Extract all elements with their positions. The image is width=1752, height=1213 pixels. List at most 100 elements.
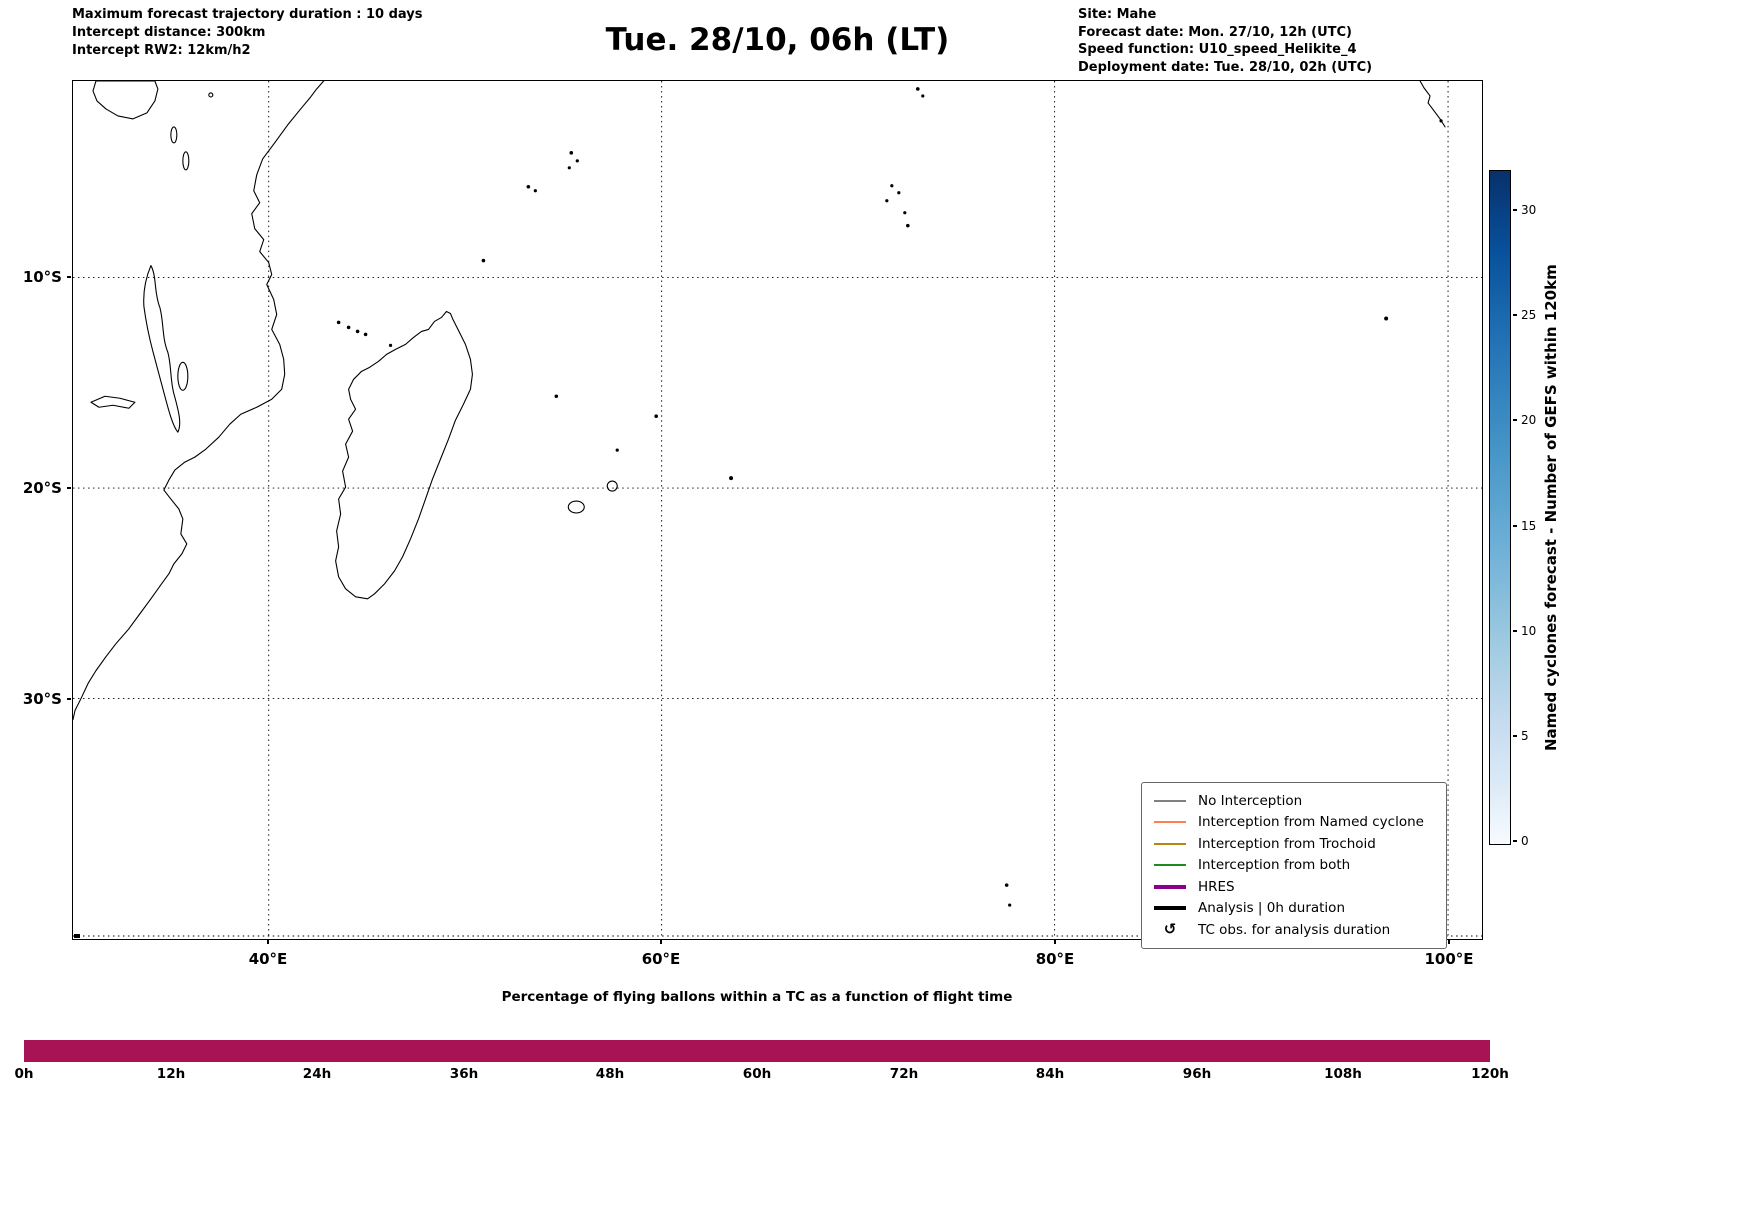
tc-percentage-bar bbox=[24, 1040, 1490, 1062]
tc-obs-rotate-icon: ↺ bbox=[1163, 920, 1177, 939]
corner-landmark bbox=[73, 934, 80, 939]
colorbar-tick-label: 10 bbox=[1521, 624, 1537, 638]
coastline-africa bbox=[73, 81, 325, 721]
header-right-info: Site: Mahe Forecast date: Mon. 27/10, 12… bbox=[1078, 6, 1372, 76]
legend-item-label: Interception from Named cyclone bbox=[1198, 814, 1424, 831]
legend-line-sample bbox=[1154, 799, 1186, 802]
colorbar-tickmark bbox=[1513, 419, 1517, 421]
colorbar-tick: 15 bbox=[1513, 519, 1536, 533]
lat-tick-10s: 10°S bbox=[22, 268, 62, 286]
colorbar-tick-label: 30 bbox=[1521, 203, 1537, 217]
lon-tickmark bbox=[1054, 940, 1056, 944]
time-tick-24h: 24h bbox=[302, 1066, 332, 1082]
islands-dots bbox=[73, 87, 1443, 939]
legend-item-both: Interception from both bbox=[1154, 855, 1436, 877]
legend-line-sample bbox=[1154, 821, 1186, 824]
colorbar-ticks: 30 25 20 15 10 5 0 bbox=[1513, 170, 1555, 848]
max-duration-text: Maximum forecast trajectory duration : 1… bbox=[72, 7, 423, 22]
legend-item-analysis: Analysis | 0h duration bbox=[1154, 898, 1436, 920]
legend-item-label: Analysis | 0h duration bbox=[1198, 900, 1345, 917]
legend-item-label: Interception from both bbox=[1198, 857, 1351, 874]
colorbar-gradient bbox=[1489, 170, 1511, 845]
forecast-date-text: Forecast date: Mon. 27/10, 12h (UTC) bbox=[1078, 24, 1353, 40]
colorbar-tickmark bbox=[1513, 630, 1517, 632]
colorbar-axis-label: Named cyclones forecast - Number of GEFS… bbox=[1542, 264, 1560, 751]
lon-tickmark bbox=[660, 940, 662, 944]
time-tick-12h: 12h bbox=[156, 1066, 186, 1082]
lake-cahora-bassa bbox=[90, 395, 136, 409]
colorbar-tick-label: 15 bbox=[1521, 519, 1537, 533]
colorbar-tick: 20 bbox=[1513, 413, 1536, 427]
colorbar-tickmark bbox=[1513, 735, 1517, 737]
intercept-rw2-text: Intercept RW2: 12km/h2 bbox=[72, 43, 251, 58]
colorbar-tick: 30 bbox=[1513, 203, 1536, 217]
lat-tickmark bbox=[67, 698, 71, 700]
rift-lake-1 bbox=[170, 126, 178, 144]
lat-tick-30s: 30°S bbox=[22, 690, 62, 708]
colorbar-tick-label: 0 bbox=[1521, 834, 1529, 848]
legend-item-label: TC obs. for analysis duration bbox=[1198, 921, 1391, 938]
lat-tickmark bbox=[67, 276, 71, 278]
time-tick-108h: 108h bbox=[1324, 1066, 1362, 1082]
map-panel: No Interception Interception from Named … bbox=[72, 80, 1483, 949]
header-left-info: Maximum forecast trajectory duration : 1… bbox=[72, 6, 423, 60]
colorbar-tickmark bbox=[1513, 840, 1517, 842]
legend-line-sample bbox=[1154, 842, 1186, 845]
strip-chart-title: Percentage of flying ballons within a TC… bbox=[501, 989, 1013, 1005]
legend-item-label: No Interception bbox=[1198, 792, 1303, 809]
time-tick-0h: 0h bbox=[14, 1066, 34, 1082]
lon-tickmark bbox=[267, 940, 269, 944]
lake-malawi bbox=[143, 265, 181, 433]
colorbar-tick-label: 20 bbox=[1521, 413, 1537, 427]
island-mauritius bbox=[606, 480, 618, 492]
lat-tick-20s: 20°S bbox=[22, 479, 62, 497]
legend-item-hres: HRES bbox=[1154, 876, 1436, 898]
time-tick-36h: 36h bbox=[449, 1066, 479, 1082]
speed-function-text: Speed function: U10_speed_Helikite_4 bbox=[1078, 42, 1357, 57]
colorbar-tick: 5 bbox=[1513, 729, 1529, 743]
legend-item-tc-obs: ↺ TC obs. for analysis duration bbox=[1154, 919, 1436, 941]
time-tick-60h: 60h bbox=[742, 1066, 772, 1082]
coastlines bbox=[73, 81, 1446, 721]
legend-line-sample bbox=[1154, 884, 1186, 889]
map-canvas bbox=[73, 81, 1482, 939]
colorbar-tickmark bbox=[1513, 314, 1517, 316]
coastline-sumatra-fragment bbox=[1419, 81, 1446, 128]
legend-item-label: Interception from Trochoid bbox=[1198, 835, 1376, 852]
island-reunion bbox=[567, 500, 585, 514]
lon-tick-80e: 80°E bbox=[1035, 950, 1075, 968]
deployment-date-text: Deployment date: Tue. 28/10, 02h (UTC) bbox=[1078, 59, 1373, 75]
colorbar-tick-label: 25 bbox=[1521, 308, 1537, 322]
time-tick-48h: 48h bbox=[595, 1066, 625, 1082]
colorbar-tick: 10 bbox=[1513, 624, 1536, 638]
colorbar-tick: 0 bbox=[1513, 834, 1529, 848]
lon-tick-40e: 40°E bbox=[248, 950, 288, 968]
colorbar-tickmark bbox=[1513, 525, 1517, 527]
legend-line-sample bbox=[1154, 864, 1186, 867]
legend-item-trochoid: Interception from Trochoid bbox=[1154, 833, 1436, 855]
page-title: Tue. 28/10, 06h (LT) bbox=[605, 22, 950, 58]
intercept-distance-text: Intercept distance: 300km bbox=[72, 25, 266, 40]
colorbar-tick: 25 bbox=[1513, 308, 1536, 322]
map-legend: No Interception Interception from Named … bbox=[1141, 782, 1447, 949]
rift-lake-2 bbox=[182, 151, 190, 171]
lon-tick-60e: 60°E bbox=[641, 950, 681, 968]
colorbar-tickmark bbox=[1513, 209, 1517, 211]
time-tick-84h: 84h bbox=[1035, 1066, 1065, 1082]
lake-chilwa bbox=[177, 361, 189, 391]
time-tick-120h: 120h bbox=[1471, 1066, 1509, 1082]
coastline-madagascar bbox=[335, 310, 473, 600]
legend-item-label: HRES bbox=[1198, 878, 1235, 895]
lon-tick-100e: 100°E bbox=[1424, 950, 1474, 968]
site-text: Site: Mahe bbox=[1078, 7, 1157, 22]
lon-tickmark bbox=[1448, 940, 1450, 944]
rift-lake-3 bbox=[208, 92, 214, 98]
legend-item-named-cyclone: Interception from Named cyclone bbox=[1154, 812, 1436, 834]
legend-item-no-interception: No Interception bbox=[1154, 790, 1436, 812]
time-tick-72h: 72h bbox=[889, 1066, 919, 1082]
time-tick-96h: 96h bbox=[1182, 1066, 1212, 1082]
lat-tickmark bbox=[67, 487, 71, 489]
legend-line-sample bbox=[1154, 906, 1186, 911]
lake-victoria bbox=[92, 81, 159, 120]
colorbar-tick-label: 5 bbox=[1521, 729, 1529, 743]
